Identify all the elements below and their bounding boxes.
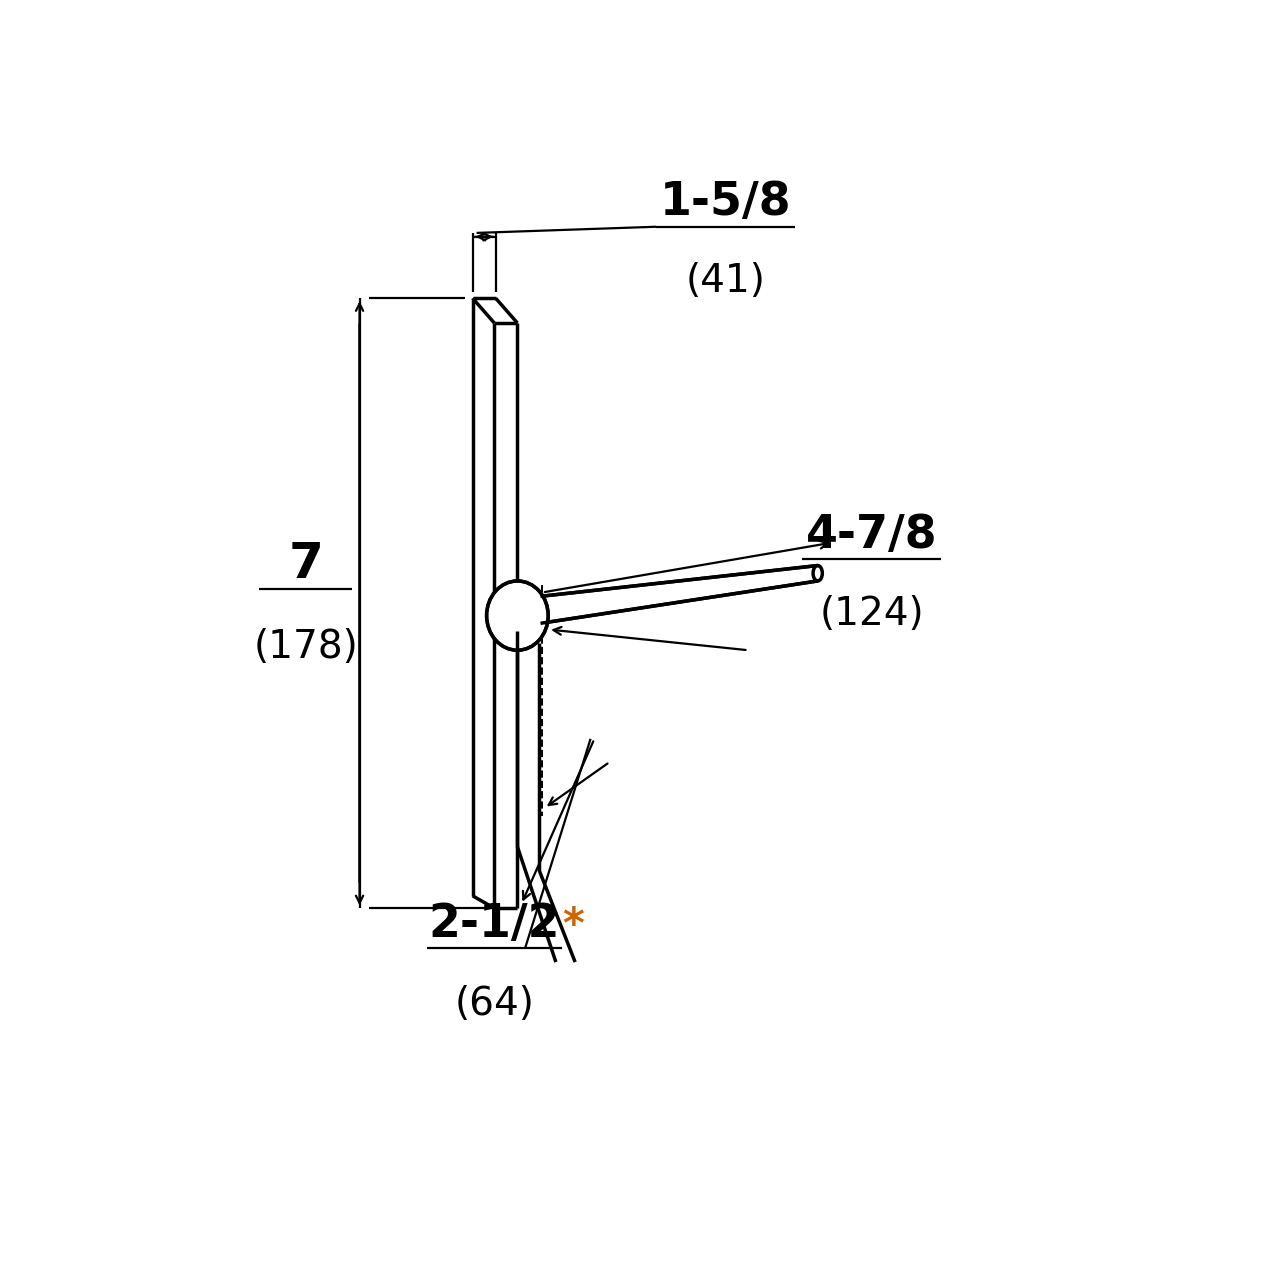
Text: 4-7/8: 4-7/8 (806, 513, 937, 558)
Text: (41): (41) (685, 262, 765, 301)
Ellipse shape (813, 566, 822, 581)
Text: 1-5/8: 1-5/8 (659, 180, 791, 225)
Text: (178): (178) (253, 628, 358, 666)
Text: 7: 7 (288, 540, 323, 588)
Polygon shape (540, 566, 818, 623)
Text: *: * (562, 905, 584, 947)
Text: (124): (124) (819, 595, 924, 632)
Ellipse shape (486, 581, 548, 650)
Text: (64): (64) (454, 986, 534, 1023)
Ellipse shape (486, 581, 548, 650)
Text: 2-1/2: 2-1/2 (429, 901, 561, 947)
